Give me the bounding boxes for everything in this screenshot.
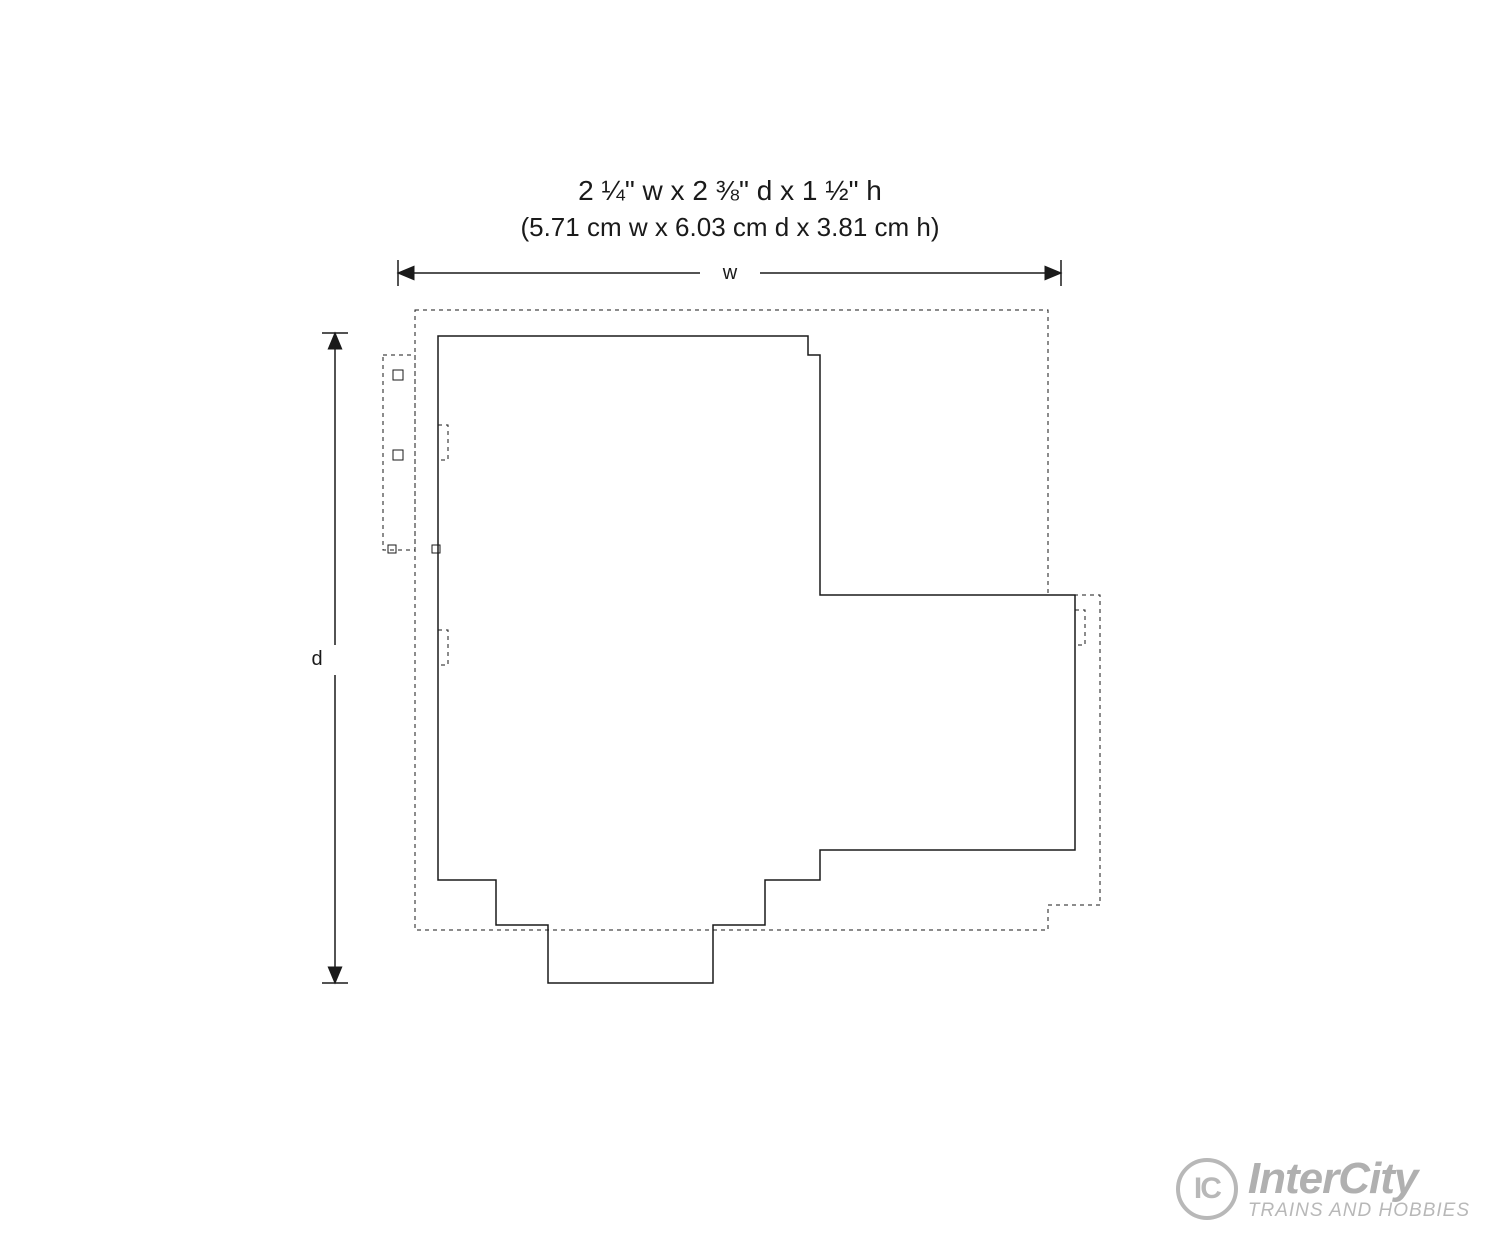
brand-logo: IC InterCity TRAINS AND HOBBIES [1176,1157,1470,1220]
logo-sub-text: TRAINS AND HOBBIES [1248,1201,1470,1220]
logo-main-text: InterCity [1248,1157,1470,1201]
svg-text:w: w [722,262,738,284]
logo-text: InterCity TRAINS AND HOBBIES [1248,1157,1470,1220]
svg-text:d: d [311,648,322,670]
diagram-container: 2 ¼" w x 2 ⅜" d x 1 ½" h (5.71 cm w x 6.… [0,0,1500,1250]
footprint-diagram: wd [0,0,1500,1250]
logo-badge-icon: IC [1176,1158,1238,1220]
